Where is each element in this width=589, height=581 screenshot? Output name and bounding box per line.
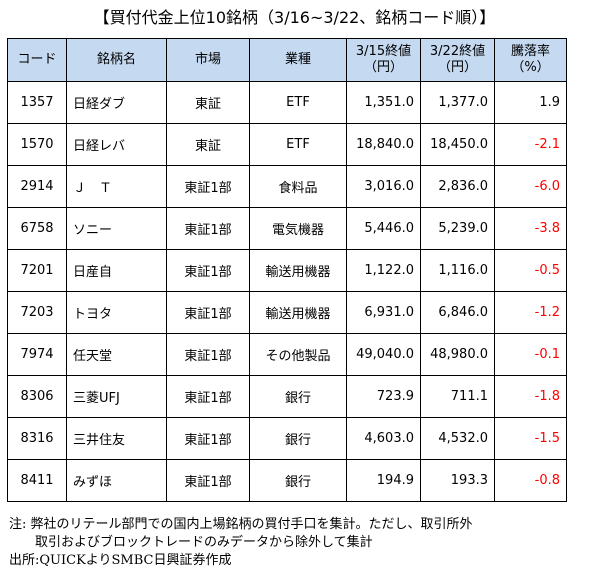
cell-change: -0.8 — [494, 459, 567, 502]
header-name: 銘柄名 — [66, 38, 167, 82]
table-row: 6758 ソニー 東証1部 電気機器 5,446.0 5,239.0 -3.8 — [7, 207, 567, 250]
cell-name: みずほ — [66, 459, 167, 502]
header-change: 騰落率 （%） — [494, 38, 567, 82]
table-row: 8316 三井住友 東証1部 銀行 4,603.0 4,532.0 -1.5 — [7, 417, 567, 460]
table-title: 【買付代金上位10銘柄（3/16~3/22、銘柄コード順）】 — [93, 8, 496, 27]
cell-price-0322: 193.3 — [420, 459, 495, 502]
cell-price-0315: 194.9 — [346, 459, 421, 502]
cell-price-0322: 4,532.0 — [420, 417, 495, 460]
cell-sector: 食料品 — [249, 165, 347, 208]
cell-market: 東証1部 — [166, 333, 250, 376]
top10-table: コード 銘柄名 市場 業種 3/15終値 （円） 3/22終値 （円） 騰落率 （%）… — [7, 38, 567, 502]
cell-name: 日経レバ — [66, 123, 167, 166]
cell-market: 東証1部 — [166, 417, 250, 460]
cell-sector: その他製品 — [249, 333, 347, 376]
cell-price-0315: 6,931.0 — [346, 291, 421, 334]
cell-market: 東証1部 — [166, 291, 250, 334]
cell-price-0315: 49,040.0 — [346, 333, 421, 376]
cell-price-0315: 3,016.0 — [346, 165, 421, 208]
cell-name: Ｊ Ｔ — [66, 165, 167, 208]
cell-code: 7203 — [7, 291, 67, 334]
cell-price-0315: 723.9 — [346, 375, 421, 418]
cell-price-0322: 5,239.0 — [420, 207, 495, 250]
cell-code: 6758 — [7, 207, 67, 250]
cell-code: 8316 — [7, 417, 67, 460]
cell-market: 東証1部 — [166, 165, 250, 208]
cell-name: 日経ダブ — [66, 81, 167, 124]
cell-change: -3.8 — [494, 207, 567, 250]
cell-price-0322: 48,980.0 — [420, 333, 495, 376]
cell-sector: 銀行 — [249, 417, 347, 460]
cell-price-0322: 1,116.0 — [420, 249, 495, 292]
note-line-2: 取引およびブロックトレードのみデータから除外して集計 — [9, 535, 373, 550]
source-line: 出所:QUICKよりSMBC日興証券作成 — [9, 553, 232, 568]
cell-code: 2914 — [7, 165, 67, 208]
cell-name: 日産自 — [66, 249, 167, 292]
header-code: コード — [7, 38, 67, 82]
cell-change: -1.8 — [494, 375, 567, 418]
cell-sector: 銀行 — [249, 375, 347, 418]
table-row: 8411 みずほ 東証1部 銀行 194.9 193.3 -0.8 — [7, 459, 567, 502]
header-price-0322: 3/22終値 （円） — [420, 38, 495, 82]
cell-market: 東証1部 — [166, 249, 250, 292]
cell-price-0315: 18,840.0 — [346, 123, 421, 166]
cell-price-0322: 6,846.0 — [420, 291, 495, 334]
cell-change: -1.5 — [494, 417, 567, 460]
header-market: 市場 — [166, 38, 250, 82]
cell-price-0315: 5,446.0 — [346, 207, 421, 250]
cell-name: 任天堂 — [66, 333, 167, 376]
cell-code: 8411 — [7, 459, 67, 502]
cell-change: -6.0 — [494, 165, 567, 208]
table-row: 7203 トヨタ 東証1部 輸送用機器 6,931.0 6,846.0 -1.2 — [7, 291, 567, 334]
footnotes: 注: 弊社のリテール部門での国内上場銘柄の買付手口を集計。ただし、取引所外 取引… — [9, 516, 473, 570]
cell-sector: 銀行 — [249, 459, 347, 502]
table-row: 7201 日産自 東証1部 輸送用機器 1,122.0 1,116.0 -0.5 — [7, 249, 567, 292]
cell-market: 東証 — [166, 81, 250, 124]
table-row: 1357 日経ダブ 東証 ETF 1,351.0 1,377.0 1.9 — [7, 81, 567, 124]
cell-change: -0.5 — [494, 249, 567, 292]
cell-sector: 輸送用機器 — [249, 291, 347, 334]
cell-sector: 電気機器 — [249, 207, 347, 250]
header-row: コード 銘柄名 市場 業種 3/15終値 （円） 3/22終値 （円） 騰落率 （%） — [7, 38, 567, 82]
table-row: 8306 三菱UFJ 東証1部 銀行 723.9 711.1 -1.8 — [7, 375, 567, 418]
table-row: 1570 日経レバ 東証 ETF 18,840.0 18,450.0 -2.1 — [7, 123, 567, 166]
cell-market: 東証1部 — [166, 459, 250, 502]
cell-price-0322: 711.1 — [420, 375, 495, 418]
cell-price-0322: 2,836.0 — [420, 165, 495, 208]
cell-change: -1.2 — [494, 291, 567, 334]
cell-name: 三井住友 — [66, 417, 167, 460]
cell-price-0315: 1,351.0 — [346, 81, 421, 124]
cell-code: 1357 — [7, 81, 67, 124]
cell-code: 8306 — [7, 375, 67, 418]
cell-code: 7974 — [7, 333, 67, 376]
cell-change: -2.1 — [494, 123, 567, 166]
cell-price-0315: 1,122.0 — [346, 249, 421, 292]
cell-sector: 輸送用機器 — [249, 249, 347, 292]
cell-sector: ETF — [249, 81, 347, 124]
header-price-0315: 3/15終値 （円） — [346, 38, 421, 82]
cell-sector: ETF — [249, 123, 347, 166]
cell-name: ソニー — [66, 207, 167, 250]
cell-price-0322: 1,377.0 — [420, 81, 495, 124]
header-sector: 業種 — [249, 38, 347, 82]
table-row: 2914 Ｊ Ｔ 東証1部 食料品 3,016.0 2,836.0 -6.0 — [7, 165, 567, 208]
cell-market: 東証1部 — [166, 207, 250, 250]
cell-name: トヨタ — [66, 291, 167, 334]
cell-code: 7201 — [7, 249, 67, 292]
cell-market: 東証1部 — [166, 375, 250, 418]
cell-price-0315: 4,603.0 — [346, 417, 421, 460]
cell-name: 三菱UFJ — [66, 375, 167, 418]
table-row: 7974 任天堂 東証1部 その他製品 49,040.0 48,980.0 -0.1 — [7, 333, 567, 376]
cell-price-0322: 18,450.0 — [420, 123, 495, 166]
note-line-1: 注: 弊社のリテール部門での国内上場銘柄の買付手口を集計。ただし、取引所外 — [9, 517, 473, 532]
cell-change: 1.9 — [494, 81, 567, 124]
cell-code: 1570 — [7, 123, 67, 166]
cell-change: -0.1 — [494, 333, 567, 376]
cell-market: 東証 — [166, 123, 250, 166]
